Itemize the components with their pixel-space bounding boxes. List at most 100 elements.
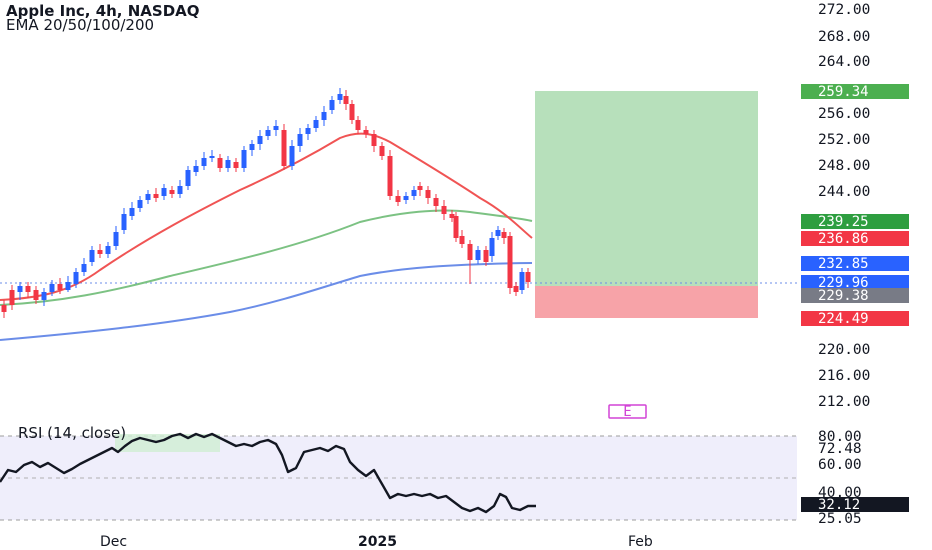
ema-blue-price-tag: 232.85: [818, 256, 869, 272]
chart-title[interactable]: Apple Inc, 4h, NASDAQ: [6, 2, 200, 20]
target-tag-box: [801, 84, 909, 99]
price-tick: 256.00: [818, 106, 870, 122]
price-tick: 220.00: [818, 342, 870, 358]
candle-body: [433, 198, 439, 206]
candle-body: [281, 130, 287, 166]
candle-body: [185, 170, 191, 186]
candle-body: [459, 236, 465, 244]
candle-body: [329, 100, 335, 110]
price-axis[interactable]: 272.00 268.00 264.00 256.00 252.00 248.0…: [818, 2, 870, 410]
candle-body: [411, 190, 417, 196]
candle-body: [453, 216, 459, 238]
candle-body: [289, 146, 295, 166]
candle-body: [467, 244, 473, 260]
price-tick: 272.00: [818, 2, 870, 18]
last-price-tag: 229.96: [818, 275, 869, 291]
candle-body: [507, 236, 513, 288]
candle-body: [337, 94, 343, 100]
ema-green-tag-box: [801, 214, 909, 229]
candle-body: [241, 150, 247, 168]
candle-body: [153, 194, 159, 198]
price-tick: 252.00: [818, 132, 870, 148]
entry-tag-box: [801, 288, 909, 303]
candlestick-series: [1, 88, 531, 318]
candle-body: [321, 112, 327, 120]
candle-body: [305, 128, 311, 134]
candle-body: [113, 232, 119, 246]
candle-body: [193, 166, 199, 172]
candle-body: [1, 305, 7, 312]
candle-body: [483, 250, 489, 262]
candle-body: [25, 286, 31, 292]
candle-body: [121, 214, 127, 230]
stop-tag-box: [801, 311, 909, 326]
candle-body: [265, 130, 271, 136]
ema-blue-tag-box: [801, 256, 909, 271]
candle-body: [475, 250, 481, 260]
profit-zone[interactable]: [535, 91, 758, 286]
candle-body: [73, 272, 79, 284]
candle-body: [525, 272, 531, 282]
loss-zone[interactable]: [535, 286, 758, 318]
last-tag-box: [801, 275, 909, 290]
time-label-dec: Dec: [100, 534, 127, 550]
candle-body: [417, 186, 423, 190]
price-tick: 248.00: [818, 158, 870, 174]
time-axis[interactable]: Dec 2025 Feb: [100, 534, 653, 550]
candle-body: [233, 162, 239, 168]
candle-body: [145, 194, 151, 200]
candle-body: [379, 146, 385, 156]
time-label-2025: 2025: [358, 534, 397, 550]
candle-body: [371, 134, 377, 146]
candle-body: [425, 190, 431, 198]
candle-body: [343, 96, 349, 104]
candle-body: [201, 158, 207, 166]
rsi-value-tag-box: [801, 497, 909, 512]
rsi-axis[interactable]: 80.00 72.48 60.00 40.00 32.12 25.05: [801, 429, 909, 527]
ema-fast-line: [0, 132, 533, 301]
candle-body: [349, 104, 355, 120]
candle-body: [257, 136, 263, 144]
earnings-marker-box[interactable]: [608, 404, 647, 419]
target-price-tag: 259.34: [818, 84, 869, 100]
candle-body: [489, 238, 495, 256]
ema-red-tag-box: [801, 231, 909, 246]
ema-slow-line: [0, 262, 533, 341]
candle-body: [273, 126, 279, 130]
candle-body: [169, 190, 175, 194]
candle-body: [495, 230, 501, 236]
candle-body: [363, 130, 369, 134]
ema-green-price-tag: 239.25: [818, 214, 869, 230]
candle-body: [297, 134, 303, 146]
price-tick: 264.00: [818, 54, 870, 70]
stop-price-tag: 224.49: [818, 311, 869, 327]
candle-body: [441, 206, 447, 214]
candle-body: [89, 250, 95, 262]
candle-body: [249, 144, 255, 150]
candle-body: [313, 120, 319, 128]
candle-body: [41, 292, 47, 300]
candle-body: [519, 272, 525, 290]
candle-body: [449, 214, 455, 218]
earnings-marker: E: [623, 404, 631, 420]
candle-body: [217, 158, 223, 168]
candle-body: [387, 156, 393, 196]
candle-body: [137, 200, 143, 208]
candle-body: [17, 286, 23, 292]
ema-mid-line: [0, 209, 533, 306]
candle-body: [9, 290, 15, 305]
candle-body: [57, 284, 63, 290]
rsi-tick: 80.00: [818, 429, 862, 445]
candle-body: [209, 156, 215, 158]
price-tick: 216.00: [818, 368, 870, 384]
price-tick: 268.00: [818, 29, 870, 45]
indicator-label[interactable]: EMA 20/50/100/200: [6, 16, 155, 34]
candle-body: [225, 160, 231, 168]
candle-body: [65, 282, 71, 290]
rsi-label[interactable]: RSI (14, close): [18, 424, 127, 442]
candle-body: [49, 284, 55, 292]
price-tick: 244.00: [818, 184, 870, 200]
ema-red-price-tag: 236.86: [818, 231, 869, 247]
rsi-tick: 25.05: [818, 511, 862, 527]
